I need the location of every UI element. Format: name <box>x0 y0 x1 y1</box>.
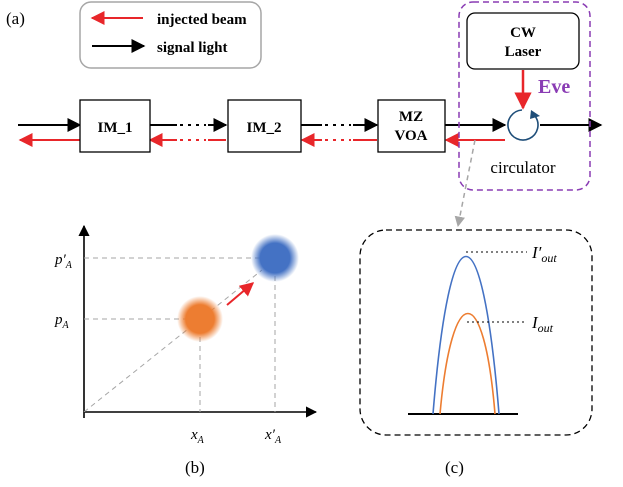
panel-c: I′out Iout (c) <box>359 229 593 477</box>
legend-injected-label: injected beam <box>157 12 247 28</box>
diagonal-guide <box>83 269 263 413</box>
im1-label: IM_1 <box>98 120 133 136</box>
im2-box <box>227 99 302 153</box>
panel-b: p′A pA xA x′A (b) <box>54 224 318 477</box>
pA-label: pA <box>54 312 70 331</box>
pA-prime-label: p′A <box>54 252 73 271</box>
eve-label: Eve <box>538 76 570 98</box>
im1-box <box>79 99 151 153</box>
zoom-dashed-box <box>359 229 593 436</box>
cw-laser-box <box>466 12 580 70</box>
shifted-state-blob <box>251 234 299 282</box>
eve-region: CW Laser Eve circulator <box>458 1 591 191</box>
inner-curve <box>439 312 496 415</box>
module-im1: IM_1 <box>79 99 151 153</box>
xA-prime-label: x′A <box>264 427 282 446</box>
zoom-connector <box>454 139 476 228</box>
mz-voa-box <box>377 99 446 153</box>
circulator-icon <box>507 109 540 141</box>
outer-curve <box>432 255 500 415</box>
cw-label: CW <box>510 25 536 41</box>
eve-dashed-box <box>458 1 591 191</box>
module-mz-voa: MZ VOA <box>377 99 446 153</box>
module-im2: IM_2 <box>227 99 302 153</box>
i-out-label: Iout <box>531 313 554 335</box>
im2-label: IM_2 <box>247 120 282 136</box>
initial-state-blob <box>177 296 223 342</box>
legend-signal-label: signal light <box>157 40 227 56</box>
mz-label: MZ <box>399 109 423 125</box>
xA-label: xA <box>190 427 205 446</box>
laser-label: Laser <box>505 44 542 60</box>
legend: injected beam signal light <box>79 1 262 69</box>
panel-c-label: (c) <box>445 458 464 477</box>
displacement-arrow <box>226 282 255 306</box>
circulator-label: circulator <box>490 158 555 177</box>
panel-b-label: (b) <box>185 458 205 477</box>
circulator-arrowhead <box>530 110 540 119</box>
i-out-prime-label: I′out <box>531 243 557 265</box>
injected-path <box>18 70 532 147</box>
panel-a-label: (a) <box>6 9 25 28</box>
circulator-arc <box>507 109 539 141</box>
voa-label: VOA <box>394 128 427 144</box>
